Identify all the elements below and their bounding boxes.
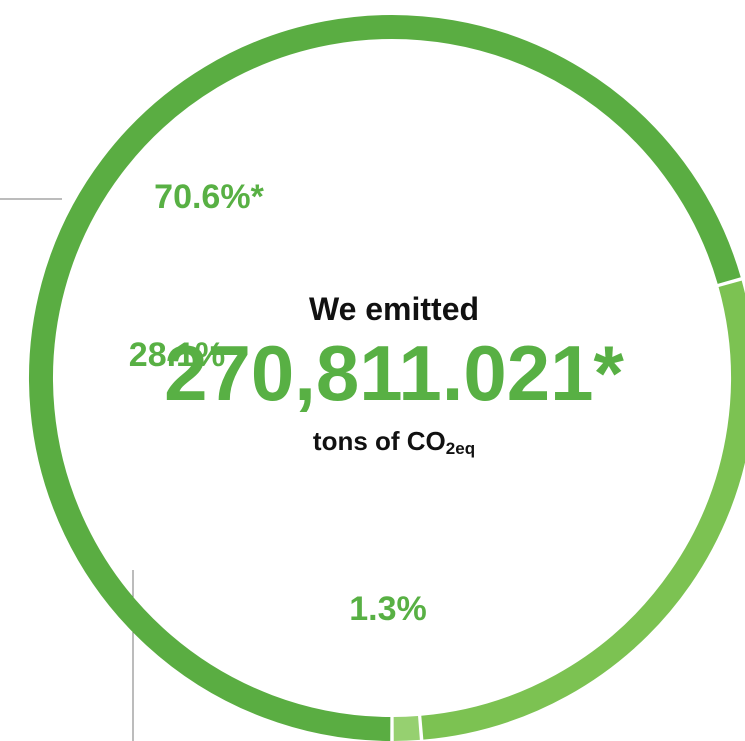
slice-label-1-3: 1.3% (349, 590, 427, 628)
ring-slice-1 (421, 280, 745, 740)
emissions-unit: tons of CO2eq (313, 426, 475, 458)
ring-slice-2 (393, 715, 420, 741)
slice-label-28-1: 28.1% (129, 336, 225, 374)
total-emissions-value: 270,811.021* (164, 329, 624, 417)
unit-prefix: tons of CO (313, 426, 446, 456)
ring-slice-0 (29, 15, 741, 741)
slice-label-70-6: 70.6%* (154, 178, 264, 216)
center-headline: We emitted (309, 291, 479, 327)
ring (29, 15, 745, 741)
slice-labels: 70.6%* 28.1% 1.3% (129, 178, 427, 628)
unit-subscript: 2eq (446, 439, 475, 458)
